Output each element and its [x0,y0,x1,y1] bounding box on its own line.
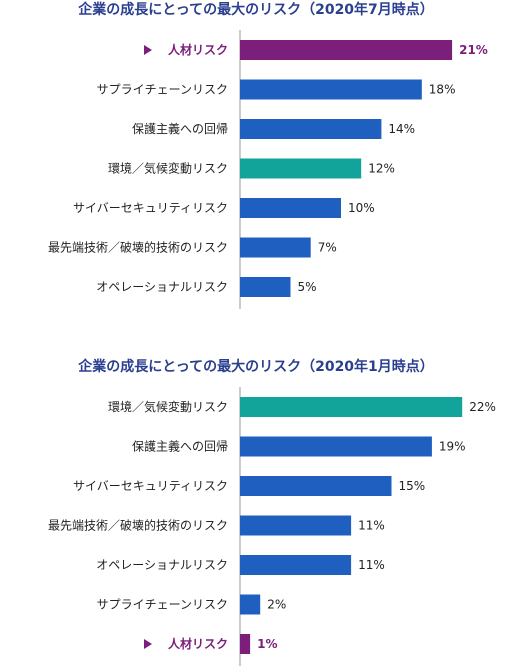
chart-title-july: 企業の成長にとっての最大のリスク（2020年7月時点） [78,2,434,18]
bar [240,634,251,654]
bar [240,119,382,139]
bar [240,158,362,179]
category-label: サプライチェーンリスク [97,598,228,612]
bar [240,555,352,575]
bar [240,436,432,457]
value-label: 18% [429,83,456,97]
category-label: 人材リスク [168,42,228,57]
bar [240,277,291,297]
category-label: 最先端技術／破壊的技術のリスク [48,518,228,533]
category-label: 保護主義への回帰 [132,121,228,136]
bar-chart-january: 環境／気候変動リスク 22% 保護主義への回帰 19% サイバーセキュリティリスク 15%… [48,387,496,666]
value-label: 7% [318,241,337,255]
bar-chart-july: 人材リスク 21% サプライチェーンリスク 18% 保護主義への回帰 14% 環境／気候変動… [48,30,488,309]
bar [240,476,392,496]
category-label: サイバーセキュリティリスク [73,201,228,215]
category-label: オペレーショナルリスク [96,558,228,572]
value-label: 11% [358,558,385,572]
bar [240,40,453,60]
bar [240,237,311,258]
category-label: サプライチェーンリスク [97,83,228,97]
chart-title-january: 企業の成長にとっての最大のリスク（2020年1月時点） [78,359,434,375]
category-label: 最先端技術／破壊的技術のリスク [48,240,228,255]
value-label: 12% [368,162,395,176]
triangle-right-icon [144,45,152,55]
value-label: 1% [257,637,277,651]
category-label: サイバーセキュリティリスク [73,479,228,493]
bar [240,397,463,417]
bar [240,79,422,100]
triangle-right-icon [144,639,152,649]
category-label: オペレーショナルリスク [96,280,228,294]
value-label: 10% [348,201,375,215]
value-label: 15% [399,479,426,493]
value-label: 19% [439,440,466,454]
value-label: 11% [358,519,385,533]
bar [240,198,341,218]
category-label: 環境／気候変動リスク [108,161,228,176]
category-label: 保護主義への回帰 [132,439,228,454]
value-label: 5% [298,280,317,294]
bar [240,594,261,615]
value-label: 2% [267,598,286,612]
value-label: 22% [469,400,496,414]
value-label: 14% [388,122,415,136]
category-label: 環境／気候変動リスク [108,399,228,414]
bar [240,515,352,536]
category-label: 人材リスク [168,636,228,651]
value-label: 21% [459,43,488,57]
